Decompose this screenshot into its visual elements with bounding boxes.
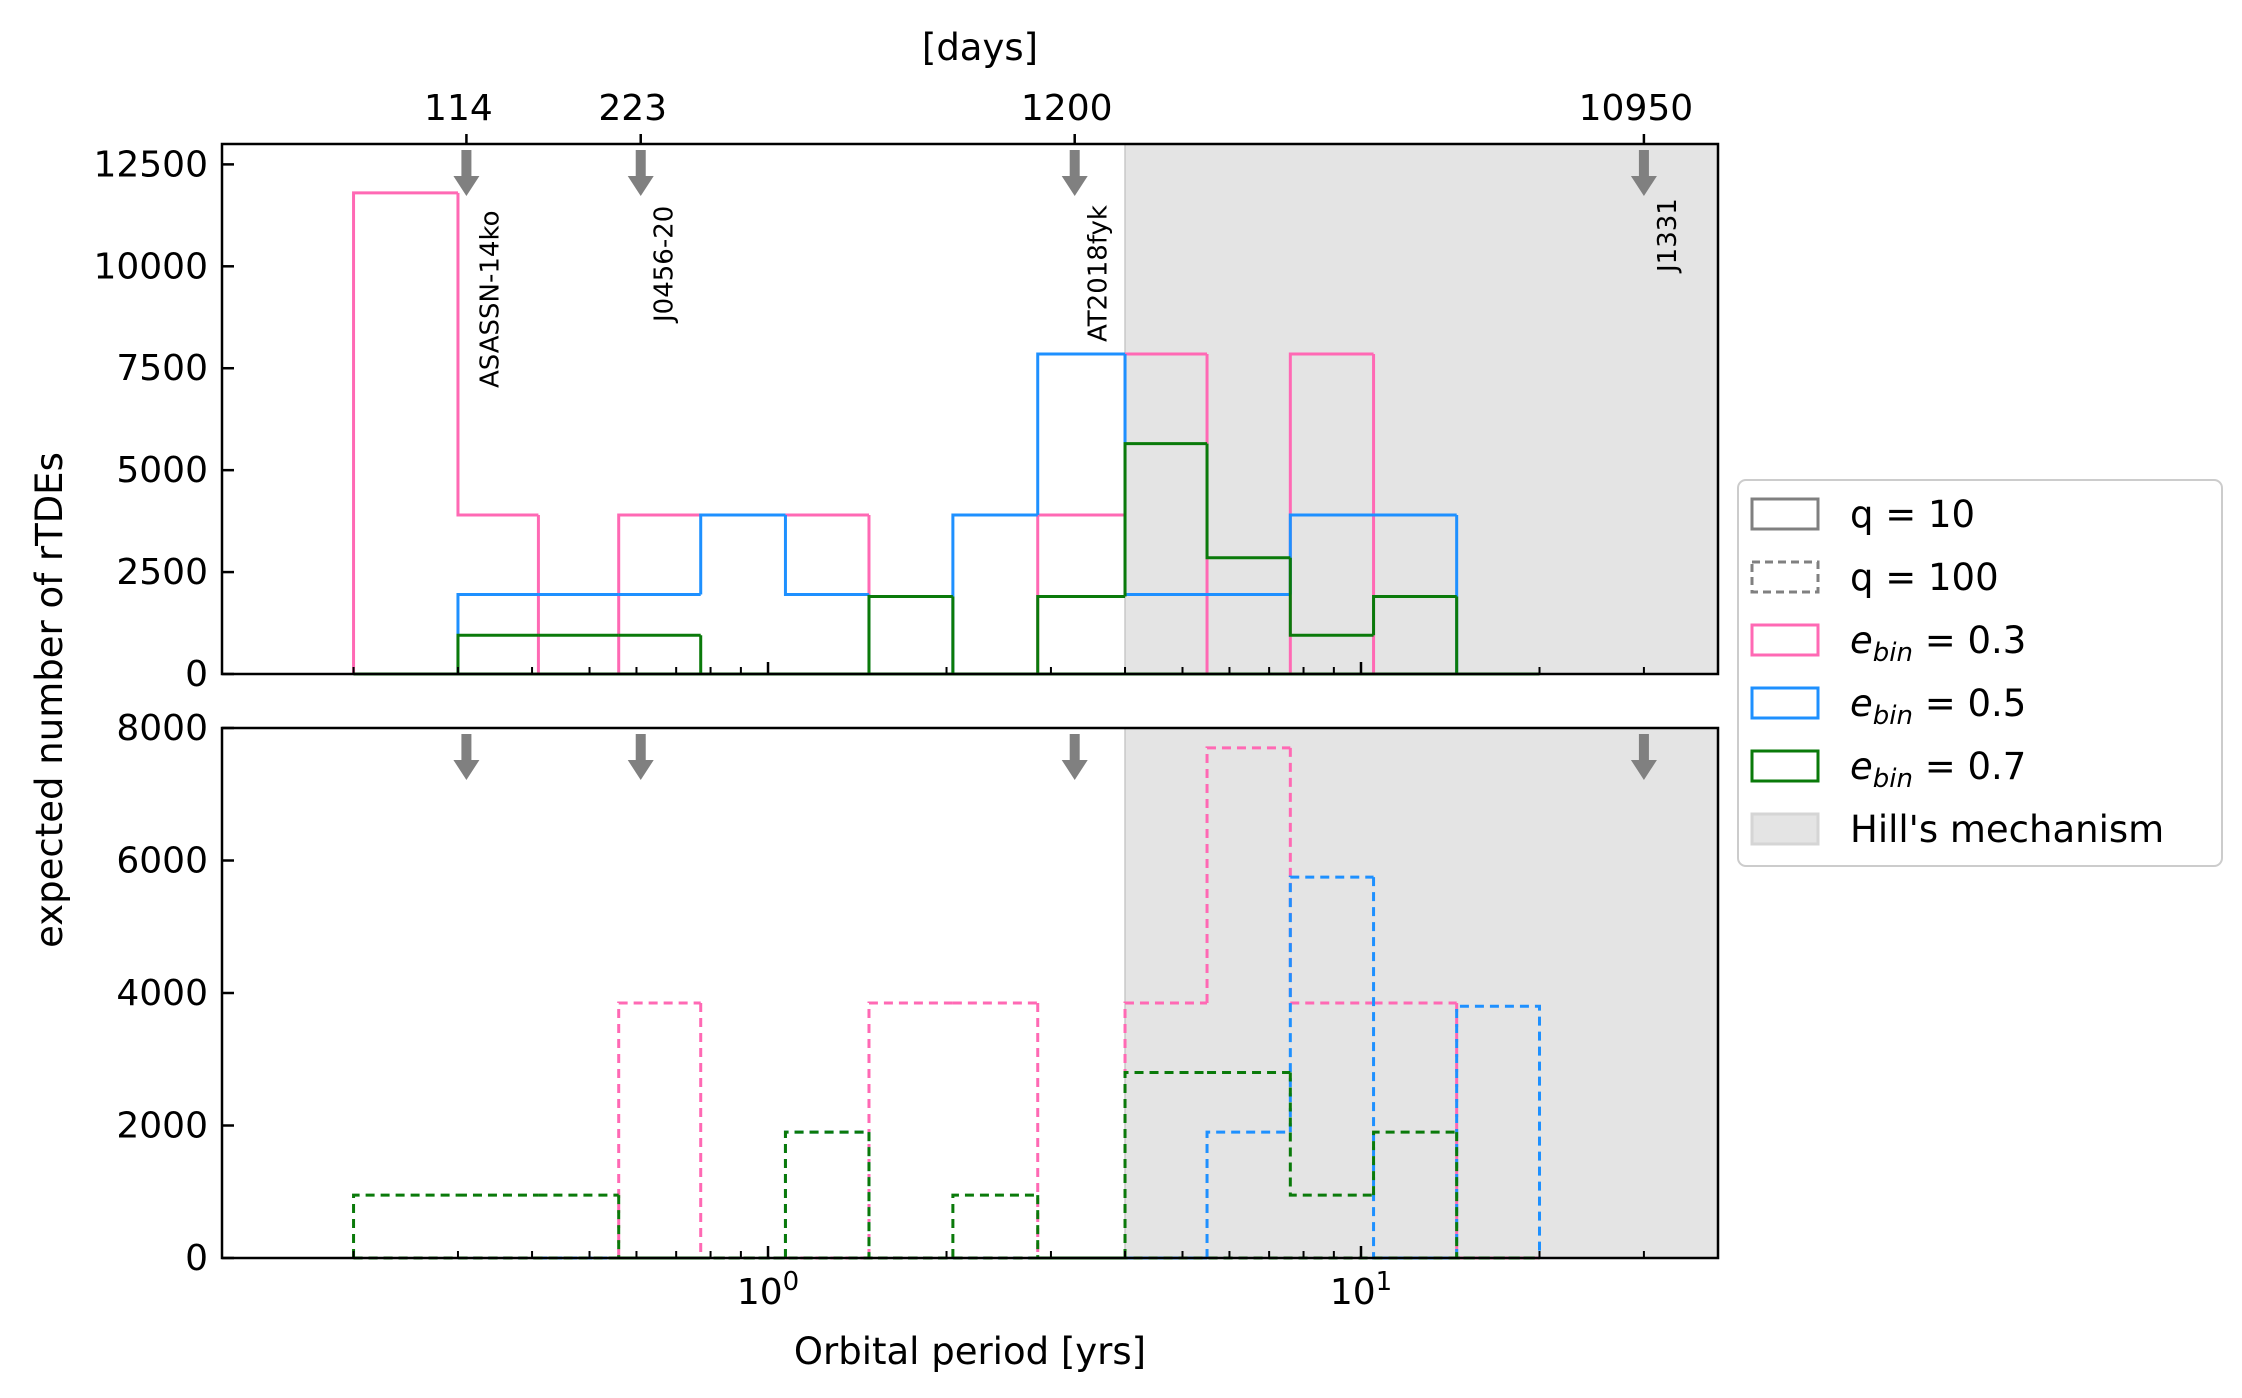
bot-ytick-label-0: 0 (185, 1238, 208, 1279)
bot-bin-e05-10 (1205, 1130, 1291, 1258)
top-bin-e03-0 (352, 191, 458, 674)
annotation-0: ASASSN-14ko (475, 210, 505, 388)
legend-swatch-2 (1750, 623, 1820, 657)
bot-arrow-1 (627, 734, 654, 780)
top-bin-e07-11 (1288, 557, 1374, 637)
days-tick-label-3: 10950 (1579, 88, 1694, 129)
bot-bin-e07-6 (867, 1132, 953, 1260)
legend-label-0: q = 10 (1850, 493, 1975, 536)
top-ytick-label-12500: 12500 (93, 144, 208, 185)
bot-bin-e07-9 (1123, 1071, 1208, 1258)
legend-label-2: ebin = 0.3 (1850, 619, 2026, 668)
bot-arrow-2 (1061, 734, 1088, 780)
legend-swatch-0 (1750, 497, 1820, 531)
top-bin-e03-8 (1036, 513, 1126, 674)
bot-ytick-label-6000: 6000 (116, 841, 208, 882)
bottom-y-axis: 0 2000 4000 6000 8000 (116, 708, 234, 1279)
days-axis-label: [days] (922, 26, 1038, 69)
annotation-3: J1331 (1653, 198, 1683, 274)
bot-bin-e03-9 (1123, 1001, 1208, 1258)
legend-label-4: ebin = 0.7 (1850, 745, 2026, 794)
bot-bin-e05-11 (1288, 875, 1374, 1133)
top-hill-shaded-region (1124, 144, 1718, 674)
days-tick-label-0: 114 (424, 88, 493, 129)
top-x-ticks (352, 662, 1719, 674)
top-bin-e05-8 (1036, 352, 1126, 515)
top-bin-e03-6 (867, 515, 953, 676)
annotation-2: AT2018fyk (1084, 205, 1114, 342)
bot-bin-e03-4 (699, 1002, 786, 1260)
top-bin-e07-6 (867, 595, 953, 674)
top-arrow-0 (453, 150, 480, 196)
legend-swatch-5 (1750, 812, 1820, 846)
bot-bin-e03-8 (1036, 1002, 1126, 1260)
top-arrow-3 (1630, 150, 1657, 196)
top-bin-e07-10 (1205, 443, 1291, 560)
bot-bin-e03-11 (1288, 747, 1374, 1005)
bot-ytick-label-4000: 4000 (116, 973, 208, 1014)
bottom-marker-arrows (453, 734, 1657, 780)
bot-bin-e05-6 (867, 1132, 953, 1260)
top-bin-e03-1 (456, 192, 539, 517)
x-tick-label-100: 100 (737, 1267, 799, 1313)
bot-bin-e05-5 (783, 1130, 869, 1258)
top-panel-frame (220, 142, 1720, 676)
top-marker-arrows (453, 150, 1657, 196)
top-bin-e07-7 (951, 596, 1038, 676)
bot-bin-e07-3 (617, 1195, 701, 1260)
legend-swatch-4 (1750, 749, 1820, 783)
legend-label-5: Hill's mechanism (1850, 808, 2164, 851)
top-ytick-label-0: 0 (185, 654, 208, 695)
top-bin-e03-3 (617, 513, 701, 674)
top-bin-e05-4 (699, 513, 786, 595)
days-tick-label-2: 1200 (1021, 88, 1113, 129)
top-bin-e07-1 (456, 633, 539, 674)
bot-arrow-3 (1630, 734, 1657, 780)
top-bin-e07-12 (1372, 595, 1457, 636)
legend: q = 10 q = 100 ebin = 0.3 ebin = 0.5 ebin = … (1737, 479, 2223, 867)
bot-bin-e07-5 (783, 1130, 869, 1258)
bot-bin-e03-6 (867, 1001, 953, 1258)
top-days-axis: 114 223 1200 10950 (424, 88, 1693, 144)
bot-ytick-label-2000: 2000 (116, 1106, 208, 1147)
top-bin-e07-9 (1123, 442, 1208, 597)
y-axis-title: expected number of rTDEs (28, 452, 71, 948)
legend-swatch-1 (1750, 560, 1820, 594)
bot-bin-e03-3 (617, 1001, 701, 1258)
bot-bin-e07-0 (352, 1193, 458, 1258)
bot-bin-e07-12 (1372, 1130, 1457, 1196)
bottom-x-axis: 100 101 (352, 1246, 1719, 1313)
top-bin-e05-5 (783, 515, 869, 596)
top-ytick-label-5000: 5000 (116, 450, 208, 491)
days-tick-label-1: 223 (598, 88, 667, 129)
bot-hill-region-rect (1125, 728, 1718, 1258)
annotation-1: J0456-20 (650, 206, 680, 324)
top-arrow-2 (1061, 150, 1088, 196)
legend-label-1: q = 100 (1850, 556, 1999, 599)
bot-bin-e07-7 (951, 1193, 1038, 1258)
top-object-annotations: ASASSN-14ko J0456-20 AT2018fyk J1331 (475, 198, 1683, 388)
top-ytick-label-7500: 7500 (116, 348, 208, 389)
legend-frame (1737, 479, 2223, 867)
top-arrow-1 (627, 150, 654, 196)
bottom-hill-shaded-region (1124, 728, 1718, 1258)
x-tick-label-101: 101 (1330, 1267, 1392, 1313)
bot-bin-e03-10 (1205, 746, 1291, 1003)
legend-label-3: ebin = 0.5 (1850, 682, 2026, 731)
legend-swatch-3 (1750, 686, 1820, 720)
top-bin-e07-4 (699, 635, 786, 676)
top-ytick-label-2500: 2500 (116, 552, 208, 593)
bot-arrow-0 (453, 734, 480, 780)
bot-ytick-label-8000: 8000 (116, 708, 208, 749)
top-hill-region-rect (1125, 144, 1718, 674)
top-ytick-label-10000: 10000 (93, 246, 208, 287)
top-y-axis: 0 2500 5000 7500 10000 12500 (93, 144, 234, 695)
bot-bin-e07-11 (1288, 1072, 1374, 1197)
top-bin-e05-6 (867, 594, 953, 676)
bot-bin-e07-8 (1036, 1195, 1126, 1260)
top-bin-e05-7 (951, 513, 1038, 674)
top-bin-e07-8 (1036, 595, 1126, 674)
x-axis-title: Orbital period [yrs] (794, 1330, 1146, 1373)
